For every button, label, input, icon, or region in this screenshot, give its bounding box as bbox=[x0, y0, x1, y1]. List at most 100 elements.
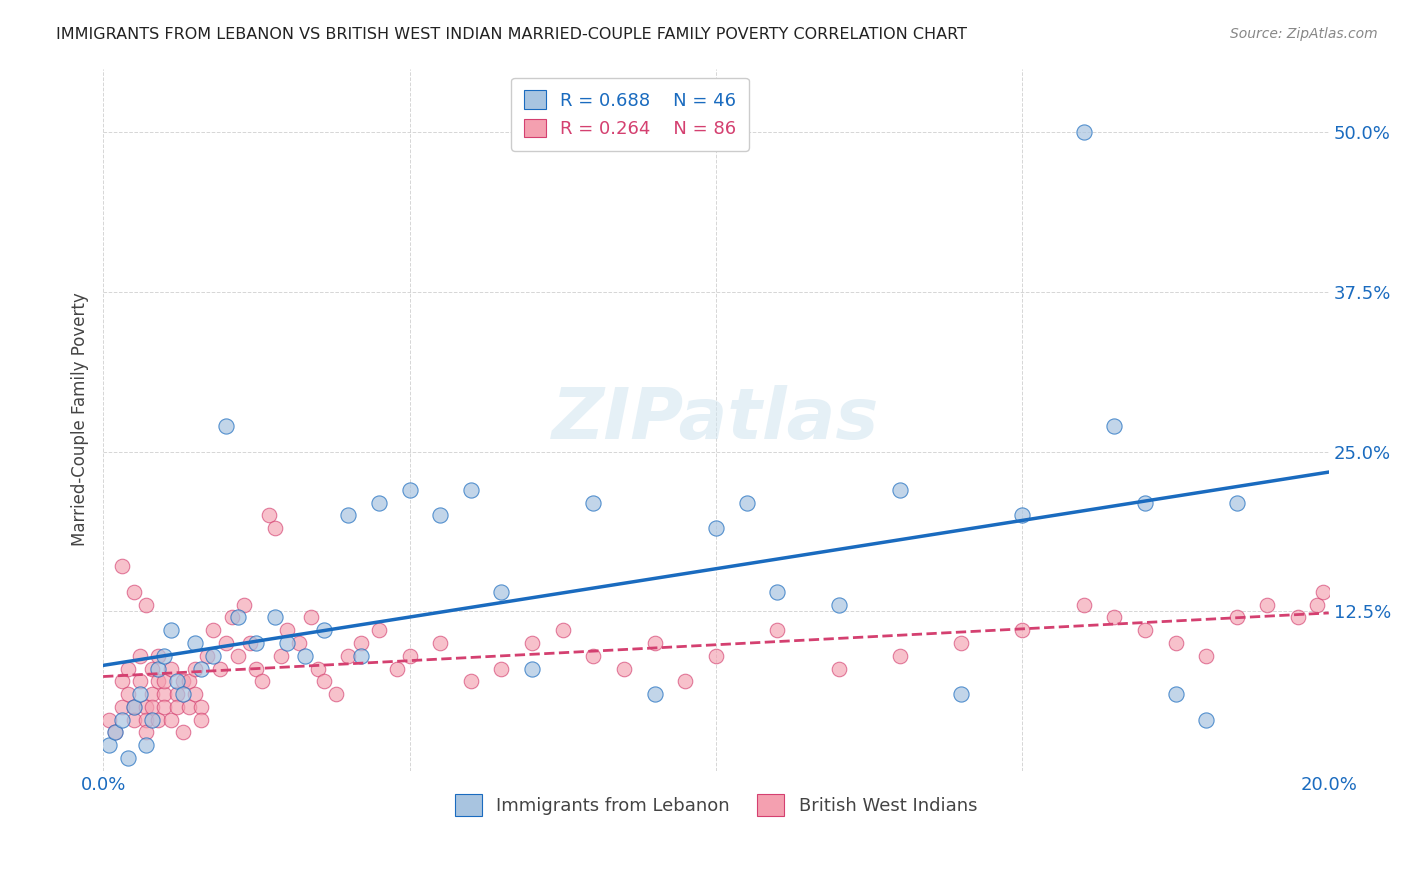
Point bbox=[276, 636, 298, 650]
Point bbox=[673, 674, 696, 689]
Point bbox=[582, 495, 605, 509]
Y-axis label: Married-Couple Family Poverty: Married-Couple Family Poverty bbox=[72, 293, 89, 547]
Point bbox=[263, 610, 285, 624]
Point bbox=[104, 725, 127, 739]
Point bbox=[644, 636, 666, 650]
Point bbox=[1073, 125, 1095, 139]
Point bbox=[184, 662, 207, 676]
Text: IMMIGRANTS FROM LEBANON VS BRITISH WEST INDIAN MARRIED-COUPLE FAMILY POVERTY COR: IMMIGRANTS FROM LEBANON VS BRITISH WEST … bbox=[56, 27, 967, 42]
Point bbox=[148, 662, 170, 676]
Point bbox=[349, 636, 371, 650]
Point bbox=[159, 713, 181, 727]
Point bbox=[135, 725, 157, 739]
Point bbox=[1133, 495, 1156, 509]
Point bbox=[398, 648, 420, 663]
Point bbox=[135, 598, 157, 612]
Point bbox=[141, 687, 163, 701]
Point bbox=[349, 648, 371, 663]
Point bbox=[166, 699, 188, 714]
Point bbox=[704, 521, 727, 535]
Point bbox=[215, 636, 238, 650]
Point bbox=[153, 699, 176, 714]
Point bbox=[1286, 610, 1309, 624]
Point bbox=[1226, 610, 1249, 624]
Point bbox=[148, 713, 170, 727]
Point bbox=[276, 624, 298, 638]
Legend: Immigrants from Lebanon, British West Indians: Immigrants from Lebanon, British West In… bbox=[446, 785, 986, 825]
Point bbox=[1011, 508, 1033, 523]
Point bbox=[122, 585, 145, 599]
Point bbox=[1073, 598, 1095, 612]
Point bbox=[827, 598, 849, 612]
Point bbox=[129, 674, 152, 689]
Point bbox=[117, 687, 139, 701]
Point bbox=[398, 483, 420, 497]
Point bbox=[177, 674, 200, 689]
Point bbox=[153, 648, 176, 663]
Point bbox=[172, 674, 194, 689]
Point bbox=[1195, 648, 1218, 663]
Point bbox=[153, 674, 176, 689]
Point bbox=[491, 662, 513, 676]
Point bbox=[520, 662, 543, 676]
Point bbox=[184, 687, 207, 701]
Point bbox=[520, 636, 543, 650]
Point bbox=[110, 559, 132, 574]
Point bbox=[950, 687, 973, 701]
Point bbox=[141, 662, 163, 676]
Point bbox=[239, 636, 262, 650]
Point bbox=[202, 648, 225, 663]
Point bbox=[110, 713, 132, 727]
Point bbox=[735, 495, 758, 509]
Point bbox=[429, 636, 451, 650]
Point bbox=[129, 648, 152, 663]
Point bbox=[202, 624, 225, 638]
Point bbox=[245, 662, 267, 676]
Point bbox=[1133, 624, 1156, 638]
Point bbox=[460, 483, 482, 497]
Point bbox=[184, 636, 207, 650]
Point bbox=[148, 648, 170, 663]
Point bbox=[148, 674, 170, 689]
Point bbox=[1305, 598, 1327, 612]
Point bbox=[141, 713, 163, 727]
Point bbox=[827, 662, 849, 676]
Point bbox=[195, 648, 218, 663]
Point bbox=[387, 662, 409, 676]
Point bbox=[208, 662, 231, 676]
Point bbox=[704, 648, 727, 663]
Point bbox=[1312, 585, 1334, 599]
Point bbox=[233, 598, 256, 612]
Point bbox=[613, 662, 636, 676]
Point bbox=[159, 662, 181, 676]
Point bbox=[221, 610, 243, 624]
Point bbox=[117, 662, 139, 676]
Point bbox=[172, 725, 194, 739]
Point bbox=[252, 674, 274, 689]
Point bbox=[307, 662, 329, 676]
Point bbox=[460, 674, 482, 689]
Point bbox=[166, 674, 188, 689]
Point bbox=[1164, 687, 1187, 701]
Point bbox=[312, 674, 335, 689]
Point bbox=[226, 648, 249, 663]
Point bbox=[190, 713, 212, 727]
Point bbox=[889, 483, 911, 497]
Point bbox=[122, 699, 145, 714]
Point bbox=[1011, 624, 1033, 638]
Point bbox=[551, 624, 574, 638]
Point bbox=[1164, 636, 1187, 650]
Point bbox=[166, 687, 188, 701]
Point bbox=[117, 751, 139, 765]
Point bbox=[104, 725, 127, 739]
Point bbox=[367, 495, 389, 509]
Point bbox=[263, 521, 285, 535]
Point bbox=[288, 636, 311, 650]
Point bbox=[190, 699, 212, 714]
Point bbox=[122, 699, 145, 714]
Point bbox=[135, 713, 157, 727]
Point bbox=[190, 662, 212, 676]
Point bbox=[582, 648, 605, 663]
Point bbox=[491, 585, 513, 599]
Point bbox=[172, 687, 194, 701]
